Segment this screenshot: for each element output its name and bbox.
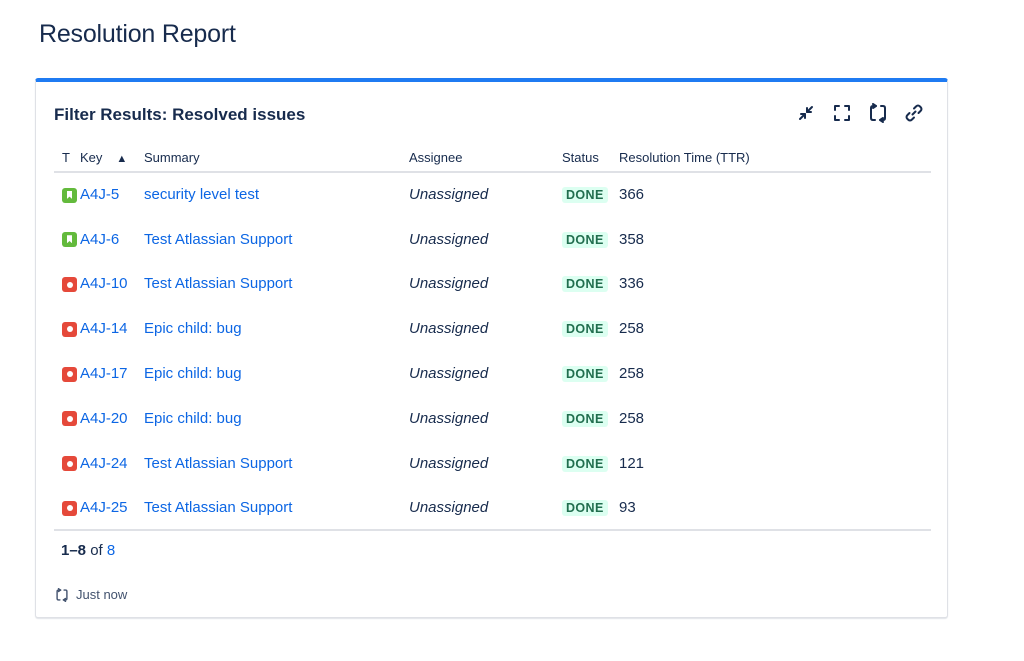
copy-link-button[interactable] [903,102,925,124]
table-row: A4J-20 Epic child: bug Unassigned DONE 2… [54,396,931,441]
column-header-type: T [54,144,80,173]
resolution-time: 121 [619,454,645,472]
refresh-icon [870,103,886,123]
bug-icon [62,456,77,472]
results-table: T Key ▲ Summary Assignee Status Resolutio… [54,144,931,532]
issue-summary-link[interactable]: Epic child: bug [144,320,242,338]
minimize-button[interactable] [795,102,817,124]
table-row: A4J-25 Test Atlassian Support Unassigned… [54,485,931,532]
issue-summary-link[interactable]: Test Atlassian Support [144,230,293,248]
resolution-time: 358 [619,230,645,248]
bug-icon [62,366,77,382]
column-header-label: Resolution Time (TTR) [619,150,750,165]
column-header-label: Status [562,150,599,165]
status-badge: DONE [562,366,608,383]
bug-icon [62,277,77,293]
status-badge: DONE [562,321,608,338]
bug-icon [62,500,77,516]
pagination-total-link[interactable]: 8 [106,542,116,559]
assignee: Unassigned [409,320,489,338]
refresh-icon[interactable] [55,587,69,602]
column-header-status[interactable]: Status [562,144,619,173]
filter-results-gadget: Filter Results: Resolved issues [35,78,948,618]
assignee: Unassigned [409,186,489,204]
gadget-title: Filter Results: Resolved issues [54,105,306,124]
issue-key-link[interactable]: A4J-10 [80,275,128,293]
table-row: A4J-17 Epic child: bug Unassigned DONE 2… [54,351,931,396]
table-header-row: T Key ▲ Summary Assignee Status Resolutio… [54,144,931,173]
column-header-assignee[interactable]: Assignee [409,144,562,173]
last-updated-text: Just now [76,587,128,602]
story-icon [62,232,77,248]
pagination-of-label: of [90,542,103,559]
issue-key-link[interactable]: A4J-17 [80,365,128,383]
refresh-button[interactable] [867,102,889,124]
issue-key-link[interactable]: A4J-25 [80,498,128,516]
issue-key-link[interactable]: A4J-24 [80,454,128,472]
issue-summary-link[interactable]: Epic child: bug [144,409,242,427]
issue-summary-link[interactable]: Epic child: bug [144,365,242,383]
status-badge: DONE [562,231,608,248]
issue-summary-link[interactable]: Test Atlassian Support [144,454,293,472]
resolution-time: 258 [619,365,645,383]
assignee: Unassigned [409,454,489,472]
resolution-time: 258 [619,409,645,427]
resolution-time: 258 [619,320,645,338]
column-header-label: Assignee [409,150,463,165]
status-badge: DONE [562,276,608,293]
pagination: 1–8 of 8 [61,542,115,559]
table-row: A4J-6 Test Atlassian Support Unassigned … [54,217,931,262]
issue-summary-link[interactable]: security level test [144,186,260,204]
gadget-footer: Just now [55,587,127,602]
column-header-summary[interactable]: Summary [144,144,409,173]
link-icon [905,104,923,122]
status-badge: DONE [562,410,608,427]
story-icon [62,187,77,203]
resolution-time: 366 [619,186,645,204]
column-header-label: Summary [144,150,200,165]
assignee: Unassigned [409,230,489,248]
table-row: A4J-14 Epic child: bug Unassigned DONE 2… [54,306,931,351]
fullscreen-button[interactable] [831,102,853,124]
table-row: A4J-24 Test Atlassian Support Unassigned… [54,441,931,486]
issue-summary-link[interactable]: Test Atlassian Support [144,498,293,516]
fullscreen-icon [834,105,850,121]
assignee: Unassigned [409,365,489,383]
status-badge: DONE [562,187,608,204]
pagination-range: 1–8 [61,542,87,559]
resolution-time: 93 [619,498,636,516]
gadget-toolbar [795,102,925,124]
issue-key-link[interactable]: A4J-6 [80,230,120,248]
assignee: Unassigned [409,498,489,516]
page-title: Resolution Report [39,20,236,48]
resolution-time: 336 [619,275,645,293]
assignee: Unassigned [409,275,489,293]
table-row: A4J-5 security level test Unassigned DON… [54,172,931,217]
bug-icon [62,411,77,427]
column-header-label: Key [80,150,103,165]
bug-icon [62,321,77,337]
column-header-label: T [62,150,70,165]
minimize-icon [799,106,813,120]
issue-summary-link[interactable]: Test Atlassian Support [144,275,293,293]
column-header-key[interactable]: Key ▲ [80,144,144,173]
issue-key-link[interactable]: A4J-14 [80,320,128,338]
issue-key-link[interactable]: A4J-5 [80,186,120,204]
assignee: Unassigned [409,409,489,427]
sort-ascending-icon: ▲ [116,153,128,165]
status-badge: DONE [562,499,608,516]
status-badge: DONE [562,455,608,472]
table-row: A4J-10 Test Atlassian Support Unassigned… [54,262,931,307]
column-header-ttr[interactable]: Resolution Time (TTR) [619,144,931,173]
issue-key-link[interactable]: A4J-20 [80,409,128,427]
